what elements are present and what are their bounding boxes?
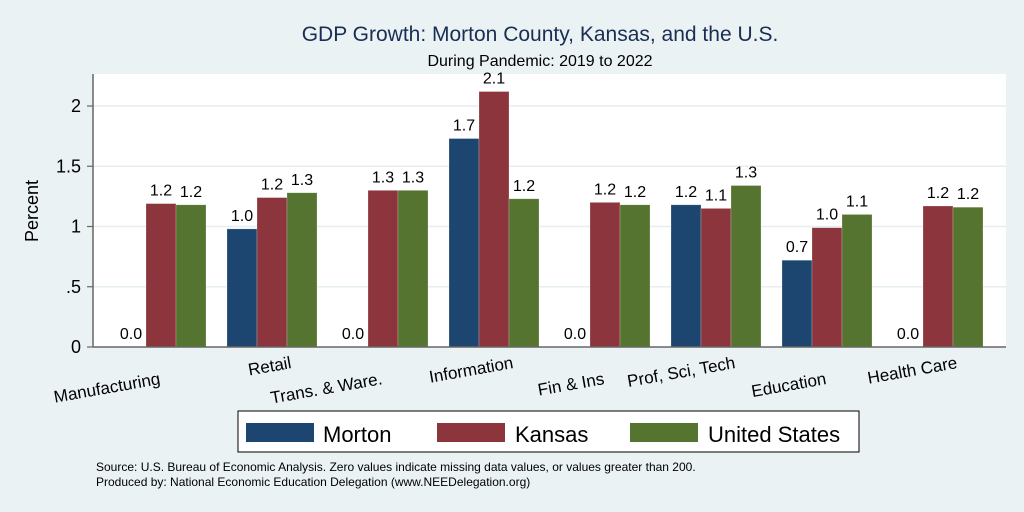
data-label: 1.2 bbox=[675, 184, 697, 201]
chart-title: GDP Growth: Morton County, Kansas, and t… bbox=[302, 23, 779, 46]
source-note: Source: U.S. Bureau of Economic Analysis… bbox=[96, 460, 696, 474]
y-tick-label: .5 bbox=[66, 277, 81, 297]
legend: Morton Kansas United States bbox=[237, 410, 860, 453]
data-label: 1.0 bbox=[231, 208, 253, 225]
data-label: 1.2 bbox=[180, 184, 202, 201]
data-label: 1.7 bbox=[453, 118, 475, 135]
bar bbox=[670, 204, 702, 348]
y-tick-label: 1.5 bbox=[56, 156, 81, 176]
legend-swatch-morton bbox=[246, 423, 314, 442]
bar bbox=[226, 228, 258, 348]
bar bbox=[700, 208, 732, 348]
bar bbox=[619, 204, 651, 348]
data-label: 2.1 bbox=[483, 71, 505, 88]
data-labels: 0.0 1.2 1.2 1.0 1.2 1.3 0.0 1.3 1.3 1.7 2.1 1.2 0.0 1… bbox=[120, 71, 979, 343]
data-label: 1.3 bbox=[402, 169, 424, 186]
data-label: 0.0 bbox=[342, 326, 364, 343]
legend-label-kansas: Kansas bbox=[515, 422, 588, 447]
chart-subtitle: During Pandemic: 2019 to 2022 bbox=[427, 53, 652, 70]
y-tick-label: 2 bbox=[71, 96, 81, 116]
bar bbox=[952, 206, 984, 348]
bar bbox=[286, 192, 318, 348]
bar bbox=[397, 190, 429, 348]
data-label: 1.3 bbox=[291, 172, 313, 189]
bar bbox=[367, 190, 399, 348]
bar bbox=[811, 227, 843, 348]
y-tick-label: 0 bbox=[71, 337, 81, 357]
bar bbox=[256, 197, 288, 348]
bar bbox=[448, 138, 480, 348]
data-label: 1.3 bbox=[735, 165, 757, 182]
data-label: 1.3 bbox=[372, 169, 394, 186]
producer-note: Produced by: National Economic Education… bbox=[96, 475, 530, 489]
data-label: 1.2 bbox=[927, 185, 949, 202]
bars bbox=[145, 91, 984, 348]
data-label: 0.0 bbox=[897, 326, 919, 343]
legend-label-morton: Morton bbox=[323, 422, 391, 447]
bar bbox=[478, 91, 510, 348]
data-label: 1.2 bbox=[513, 178, 535, 195]
y-tick-label: 1 bbox=[71, 217, 81, 237]
data-label: 1.1 bbox=[705, 187, 727, 204]
y-ticks: 0 .5 1 1.5 2 bbox=[56, 96, 93, 357]
bar bbox=[145, 203, 177, 348]
data-label: 1.2 bbox=[150, 183, 172, 200]
data-label: 1.0 bbox=[816, 207, 838, 224]
bar bbox=[922, 205, 954, 348]
legend-label-united-states: United States bbox=[708, 422, 840, 447]
data-label: 0.0 bbox=[120, 326, 142, 343]
data-label: 1.1 bbox=[846, 193, 868, 210]
legend-box bbox=[237, 410, 860, 453]
bar bbox=[589, 202, 621, 348]
bar bbox=[175, 204, 207, 348]
bar bbox=[730, 185, 762, 348]
bar bbox=[841, 214, 873, 348]
legend-swatch-united-states bbox=[630, 423, 698, 442]
data-label: 0.0 bbox=[564, 326, 586, 343]
data-label: 1.2 bbox=[261, 177, 283, 194]
legend-swatch-kansas bbox=[437, 423, 505, 442]
bar bbox=[781, 259, 813, 348]
data-label: 1.2 bbox=[957, 186, 979, 203]
data-label: 1.2 bbox=[594, 181, 616, 198]
bar bbox=[508, 198, 540, 348]
data-label: 0.7 bbox=[786, 239, 808, 256]
y-axis-label: Percent bbox=[22, 180, 42, 242]
data-label: 1.2 bbox=[624, 184, 646, 201]
